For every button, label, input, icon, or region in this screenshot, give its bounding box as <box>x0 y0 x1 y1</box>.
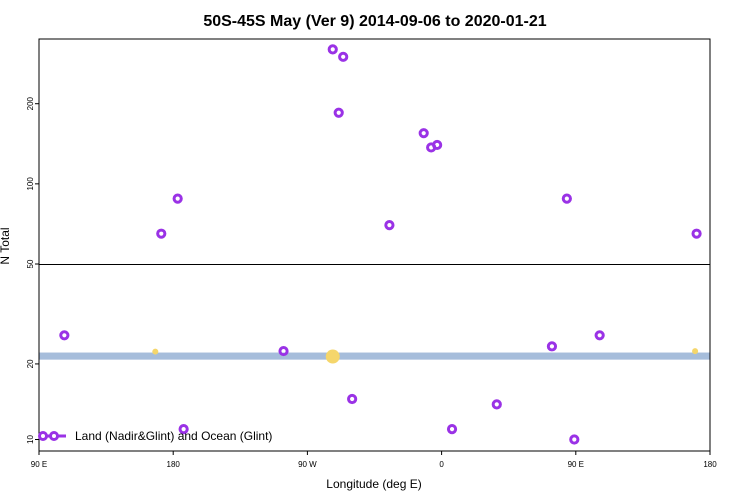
y-tick-label: 200 <box>26 96 35 110</box>
data-point <box>347 393 358 405</box>
data-point <box>384 219 395 231</box>
y-axis-title: N Total <box>0 227 12 264</box>
data-point <box>561 193 572 204</box>
x-axis-title: Longitude (deg E) <box>326 477 421 491</box>
plot-frame <box>38 38 711 452</box>
x-tick-label: 180 <box>167 460 181 469</box>
data-point <box>333 107 344 118</box>
data-point <box>278 345 289 357</box>
highlight-point <box>692 348 699 355</box>
data-point <box>59 330 70 341</box>
data-point <box>594 330 605 341</box>
data-point <box>338 51 349 62</box>
legend-marker <box>38 431 48 441</box>
plot-area <box>38 38 711 452</box>
y-tick-label: 10 <box>26 435 35 444</box>
x-tick-label: 0 <box>439 460 444 469</box>
y-tick-label: 100 <box>26 177 35 191</box>
data-point <box>156 228 167 239</box>
data-point <box>491 399 502 410</box>
data-point <box>569 434 580 445</box>
x-tick-label: 90 W <box>298 460 317 469</box>
x-tick-label: 90 E <box>31 460 47 469</box>
chart-title: 50S-45S May (Ver 9) 2014-09-06 to 2020-0… <box>203 13 546 30</box>
band <box>39 352 710 360</box>
legend: Land (Nadir&Glint) and Ocean (Glint) <box>38 429 272 443</box>
data-point <box>172 193 183 204</box>
data-point <box>432 139 443 151</box>
highlight-point <box>325 349 340 364</box>
x-tick-label: 90 E <box>568 460 584 469</box>
y-tick-label: 20 <box>26 359 35 368</box>
y-tick-label: 50 <box>26 259 35 268</box>
data-point <box>546 341 558 352</box>
data-point <box>446 424 458 435</box>
data-point <box>327 44 338 55</box>
data-point <box>418 128 429 139</box>
x-tick-label: 180 <box>703 460 717 469</box>
legend-marker <box>49 431 59 441</box>
highlight-point <box>152 348 159 355</box>
legend-label: Land (Nadir&Glint) and Ocean (Glint) <box>75 429 272 443</box>
data-point <box>178 424 189 435</box>
data-point <box>691 228 702 239</box>
